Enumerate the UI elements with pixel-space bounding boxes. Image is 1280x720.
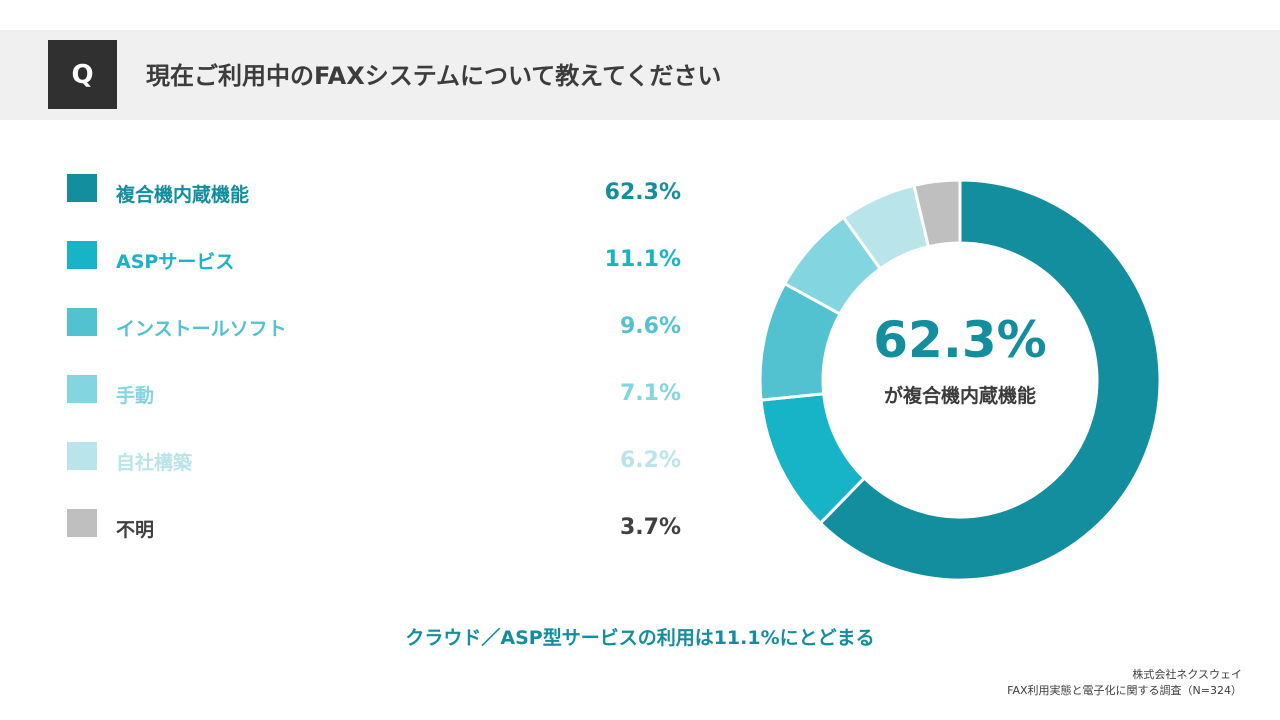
legend-item: 自社構築 6.2% xyxy=(0,442,700,482)
legend-value: 6.2% xyxy=(619,448,681,473)
legend-value: 11.1% xyxy=(604,247,681,272)
donut-chart xyxy=(758,178,1162,582)
donut-slice xyxy=(912,178,962,249)
legend-item: インストールソフト 9.6% xyxy=(0,308,700,348)
legend-label: 手動 xyxy=(116,385,155,407)
legend-swatch xyxy=(67,308,97,336)
donut-slice xyxy=(818,178,1162,582)
center-value: 62.3% xyxy=(873,311,1047,369)
legend-label: インストールソフト xyxy=(116,318,287,340)
center-label: が複合機内蔵機能 xyxy=(883,385,1036,407)
legend-label: 不明 xyxy=(116,519,155,541)
legend-swatch xyxy=(67,174,97,202)
legend-label: 自社構築 xyxy=(116,452,193,474)
credit-survey: FAX利用実態と電子化に関する調査（N=324） xyxy=(1007,684,1242,697)
summary-caption: クラウド／ASP型サービスの利用は11.1%にとどまる xyxy=(405,627,875,649)
question-title: 現在ご利用中のFAXシステムについて教えてください xyxy=(146,62,722,90)
legend-swatch xyxy=(67,375,97,403)
legend-value: 9.6% xyxy=(619,314,681,339)
legend-item: ASPサービス 11.1% xyxy=(0,241,700,281)
legend-value: 7.1% xyxy=(619,381,681,406)
legend-value: 62.3% xyxy=(604,180,681,205)
question-badge: Q xyxy=(48,40,117,109)
legend-swatch xyxy=(67,442,97,470)
legend-label: ASPサービス xyxy=(116,251,235,273)
legend-value: 3.7% xyxy=(619,515,681,540)
legend-swatch xyxy=(67,509,97,537)
legend-item: 複合機内蔵機能 62.3% xyxy=(0,174,700,214)
question-header-bar xyxy=(0,30,1280,120)
credit-company: 株式会社ネクスウェイ xyxy=(1132,668,1242,681)
legend-swatch xyxy=(67,241,97,269)
legend-item: 不明 3.7% xyxy=(0,509,700,549)
legend-item: 手動 7.1% xyxy=(0,375,700,415)
legend-label: 複合機内蔵機能 xyxy=(116,184,250,206)
question-badge-label: Q xyxy=(71,59,94,90)
